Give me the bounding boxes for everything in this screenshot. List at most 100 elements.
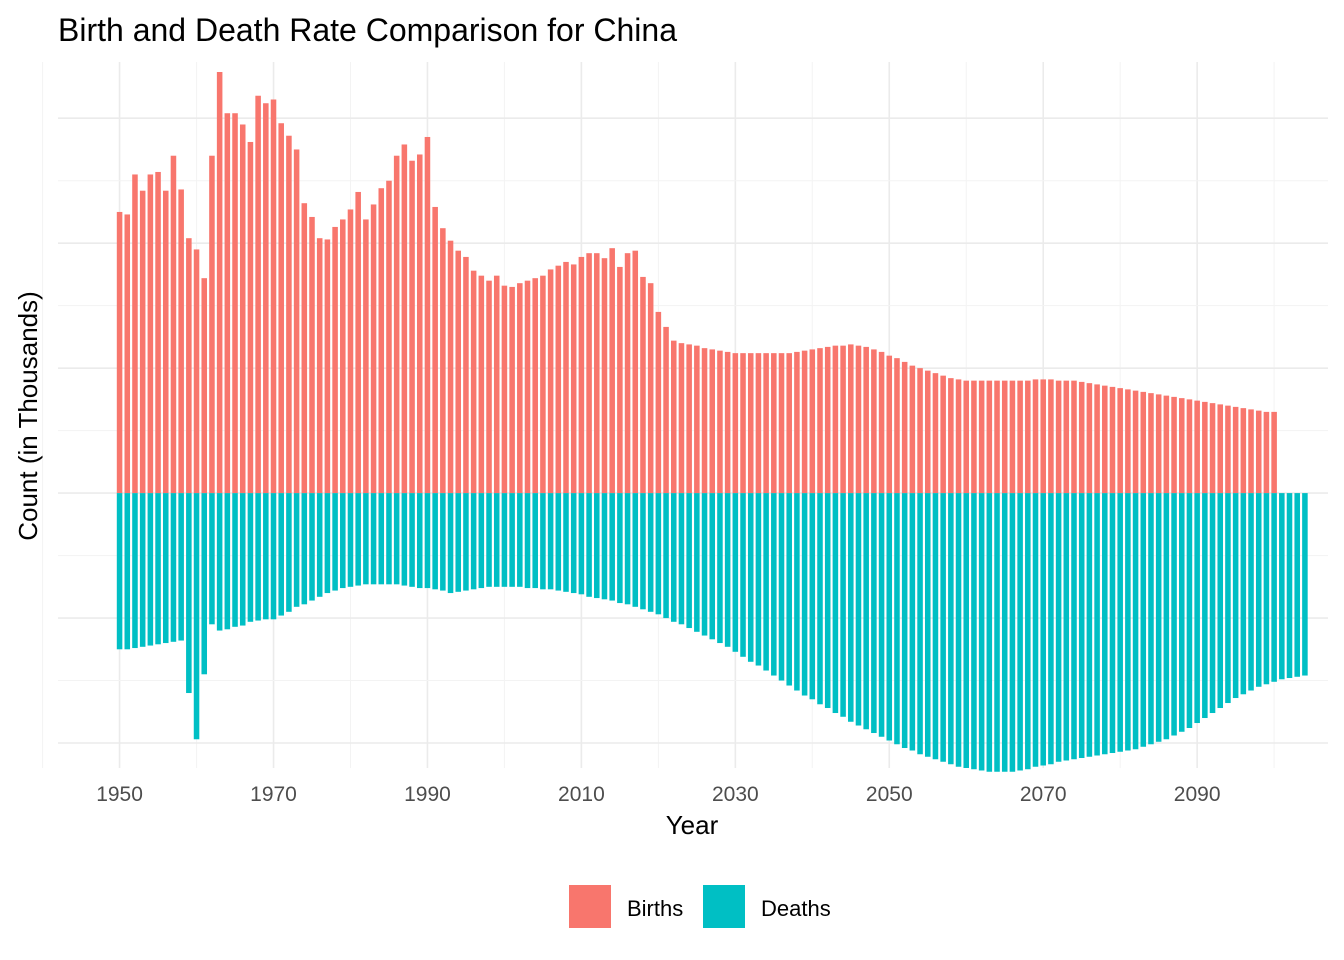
bar-births — [670, 340, 677, 494]
bar-births — [1248, 409, 1254, 494]
bar-births — [555, 265, 562, 494]
legend-label-births: Births — [627, 896, 683, 921]
bar-births — [463, 256, 469, 494]
bar-births — [563, 261, 569, 494]
bar-deaths — [432, 493, 438, 590]
bar-births — [1255, 410, 1262, 494]
bar-births — [878, 351, 885, 494]
bar-deaths — [355, 493, 361, 586]
bar-deaths — [809, 493, 816, 700]
bar-births — [963, 380, 970, 494]
bar-deaths — [1271, 493, 1277, 682]
bar-births — [778, 353, 785, 494]
bar-births — [1032, 379, 1039, 494]
bar-births — [1001, 380, 1008, 494]
bar-deaths — [401, 493, 408, 586]
bar-births — [1240, 408, 1247, 494]
bar-deaths — [978, 493, 985, 771]
bar-deaths — [155, 493, 161, 645]
bar-births — [524, 280, 531, 494]
bar-deaths — [1232, 493, 1239, 699]
bar-births — [824, 346, 831, 494]
bar-births — [378, 188, 385, 494]
bar-births — [1232, 406, 1239, 494]
bar-deaths — [1078, 493, 1085, 759]
bar-deaths — [232, 493, 238, 627]
bar-births — [1155, 394, 1162, 494]
bar-births — [263, 103, 269, 494]
bar-deaths — [1094, 493, 1100, 756]
x-axis-ticks: 1950 1970 1990 2010 2030 2050 2070 2090 — [96, 783, 1220, 806]
bar-deaths — [186, 493, 192, 694]
bar-deaths — [170, 493, 177, 642]
bar-births — [447, 240, 454, 494]
bar-births — [470, 270, 477, 494]
bar-deaths — [332, 493, 338, 591]
bar-deaths — [278, 493, 284, 616]
bar-deaths — [963, 493, 970, 768]
bar-deaths — [1240, 493, 1247, 695]
bar-deaths — [270, 493, 277, 620]
bar-deaths — [817, 493, 823, 705]
bar-deaths — [1009, 493, 1016, 772]
bar-births — [755, 353, 762, 494]
bar-births — [509, 286, 515, 494]
bar-births — [740, 353, 746, 494]
bar-births — [647, 283, 654, 494]
bar-births — [178, 189, 184, 494]
bar-births — [640, 276, 646, 494]
bar-deaths — [786, 493, 792, 686]
bar-births — [270, 99, 277, 494]
bar-births — [817, 348, 823, 494]
bar-deaths — [863, 493, 869, 730]
bar-births — [401, 144, 408, 494]
legend-swatch-deaths — [703, 885, 745, 928]
bar-births — [155, 171, 161, 494]
bar-births — [132, 174, 138, 494]
bar-births — [955, 379, 962, 494]
bar-births — [478, 275, 485, 494]
bar-births — [655, 311, 662, 494]
bar-births — [724, 351, 731, 494]
bar-deaths — [709, 493, 716, 640]
bar-births — [986, 380, 993, 494]
bar-births — [978, 380, 985, 494]
bar-births — [347, 209, 354, 494]
bar-births — [732, 353, 739, 494]
bar-births — [186, 238, 192, 494]
bar-births — [1048, 379, 1054, 494]
bar-deaths — [647, 493, 654, 612]
bar-deaths — [1102, 493, 1108, 755]
bar-births — [216, 72, 223, 494]
bar-births — [547, 269, 554, 494]
bar-births — [332, 226, 338, 494]
bar-deaths — [424, 493, 431, 589]
bar-deaths — [255, 493, 261, 621]
bar-deaths — [640, 493, 646, 610]
bar-deaths — [894, 493, 900, 745]
bar-deaths — [293, 493, 300, 607]
bar-deaths — [286, 493, 292, 612]
bar-births — [363, 219, 369, 494]
bar-births — [1017, 380, 1023, 494]
bar-births — [1132, 390, 1139, 494]
bar-deaths — [139, 493, 146, 647]
bar-births — [386, 180, 392, 494]
x-tick-label: 1990 — [404, 783, 451, 806]
bar-deaths — [532, 493, 538, 589]
bar-deaths — [586, 493, 592, 597]
bar-deaths — [1171, 493, 1177, 736]
bar-deaths — [1117, 493, 1123, 752]
bar-births — [124, 214, 131, 494]
bar-births — [601, 258, 608, 494]
bar-deaths — [855, 493, 862, 726]
bar-births — [924, 370, 931, 494]
bar-deaths — [493, 493, 500, 587]
bar-deaths — [732, 493, 739, 652]
bar-births — [1109, 386, 1116, 494]
bar-deaths — [324, 493, 331, 594]
bar-deaths — [1109, 493, 1116, 754]
bar-deaths — [794, 493, 800, 691]
x-tick-label: 1950 — [96, 783, 143, 806]
